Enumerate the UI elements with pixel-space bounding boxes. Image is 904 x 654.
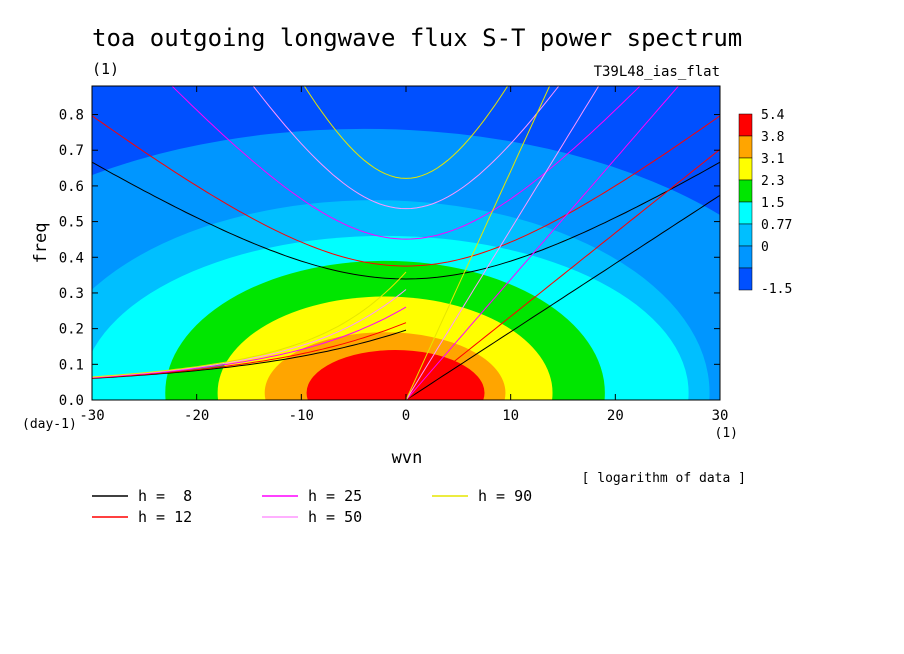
dispersion-eig-h50 — [252, 86, 560, 210]
colorbar-swatch — [738, 267, 753, 291]
dispersion-eig-h90 — [303, 86, 509, 179]
x-tick-label: -10 — [289, 408, 314, 424]
dispersion-kelvin-h12 — [405, 148, 720, 400]
y-tick-label: 0.0 — [59, 393, 84, 409]
x-tick-label: 0 — [402, 408, 410, 424]
dispersion-eig-h25 — [171, 86, 641, 240]
colorbar-swatch — [738, 179, 753, 203]
colorbar-swatch — [738, 245, 753, 269]
chart-subtitle: T39L48_ias_flat — [594, 64, 720, 80]
y-axis-unit: (day-1) — [22, 417, 77, 432]
y-tick-label: 0.3 — [59, 286, 84, 302]
colorbar: 5.4 3.8 3.1 2.3 1.5 0.77 0 -1.5 — [738, 108, 792, 297]
colorbar-label: 3.1 — [761, 152, 784, 167]
x-tick-label: 30 — [712, 408, 729, 424]
colorbar-label: 2.3 — [761, 174, 784, 189]
title-unit: (1) — [92, 60, 119, 78]
dispersion-kelvin-h90 — [405, 86, 551, 400]
x-tick-label: -30 — [79, 408, 104, 424]
contour-fill — [92, 128, 720, 400]
legend-label: h = 90 — [478, 487, 532, 505]
dispersion-mrg-h25 — [92, 306, 407, 378]
colorbar-label: 0.77 — [761, 218, 792, 233]
dispersion-eig-h8 — [92, 161, 720, 280]
colorbar-label: 1.5 — [761, 196, 784, 211]
dispersion-kelvin-h8 — [405, 194, 720, 400]
y-tick-label: 0.4 — [59, 250, 84, 266]
x-axis-label: wvn — [392, 448, 423, 468]
colorbar-swatch — [738, 113, 753, 137]
colorbar-label: 5.4 — [761, 108, 785, 123]
colorbar-label: 0 — [761, 240, 769, 255]
y-tick-label: 0.6 — [59, 179, 84, 195]
legend-label: h = 25 — [308, 487, 362, 505]
x-tick-label: 20 — [607, 408, 624, 424]
dispersion-curves — [92, 86, 720, 400]
contour-level-7 — [306, 350, 485, 400]
x-tick-label: -20 — [184, 408, 209, 424]
y-tick-label: 0.7 — [59, 143, 84, 159]
x-tick-label: 10 — [502, 408, 519, 424]
legend: h = 8 h = 12 h = 25 h = 50 h = 90 — [92, 487, 532, 526]
y-tick-label: 0.1 — [59, 357, 84, 373]
data-note: [ logarithm of data ] — [582, 471, 746, 486]
plot-area — [91, 85, 721, 401]
legend-label: h = 12 — [138, 508, 192, 526]
dispersion-mrg-h90 — [92, 271, 407, 378]
colorbar-swatch — [738, 223, 753, 247]
dispersion-kelvin-h50 — [405, 86, 600, 400]
colorbar-label: -1.5 — [761, 282, 792, 297]
colorbar-swatch — [738, 201, 753, 225]
y-tick-label: 0.8 — [59, 108, 84, 124]
colorbar-label: 3.8 — [761, 130, 784, 145]
chart-title: toa outgoing longwave flux S-T power spe… — [92, 24, 742, 52]
dispersion-eig-h12 — [92, 115, 720, 267]
axes: -30 -20 -10 0 10 20 30 0.0 0.1 0.2 0.3 0.4 0.5 0.6 0.7… — [59, 86, 729, 424]
legend-label: h = 50 — [308, 508, 362, 526]
y-tick-label: 0.5 — [59, 215, 84, 231]
dispersion-kelvin-h25 — [405, 86, 680, 400]
colorbar-swatch — [738, 157, 753, 181]
dispersion-mrg-h12 — [92, 322, 407, 379]
y-tick-label: 0.2 — [59, 322, 84, 338]
legend-label: h = 8 — [138, 487, 192, 505]
colorbar-swatch — [738, 135, 753, 159]
x-axis-unit: (1) — [715, 426, 738, 441]
y-axis-label: freq — [31, 223, 51, 264]
